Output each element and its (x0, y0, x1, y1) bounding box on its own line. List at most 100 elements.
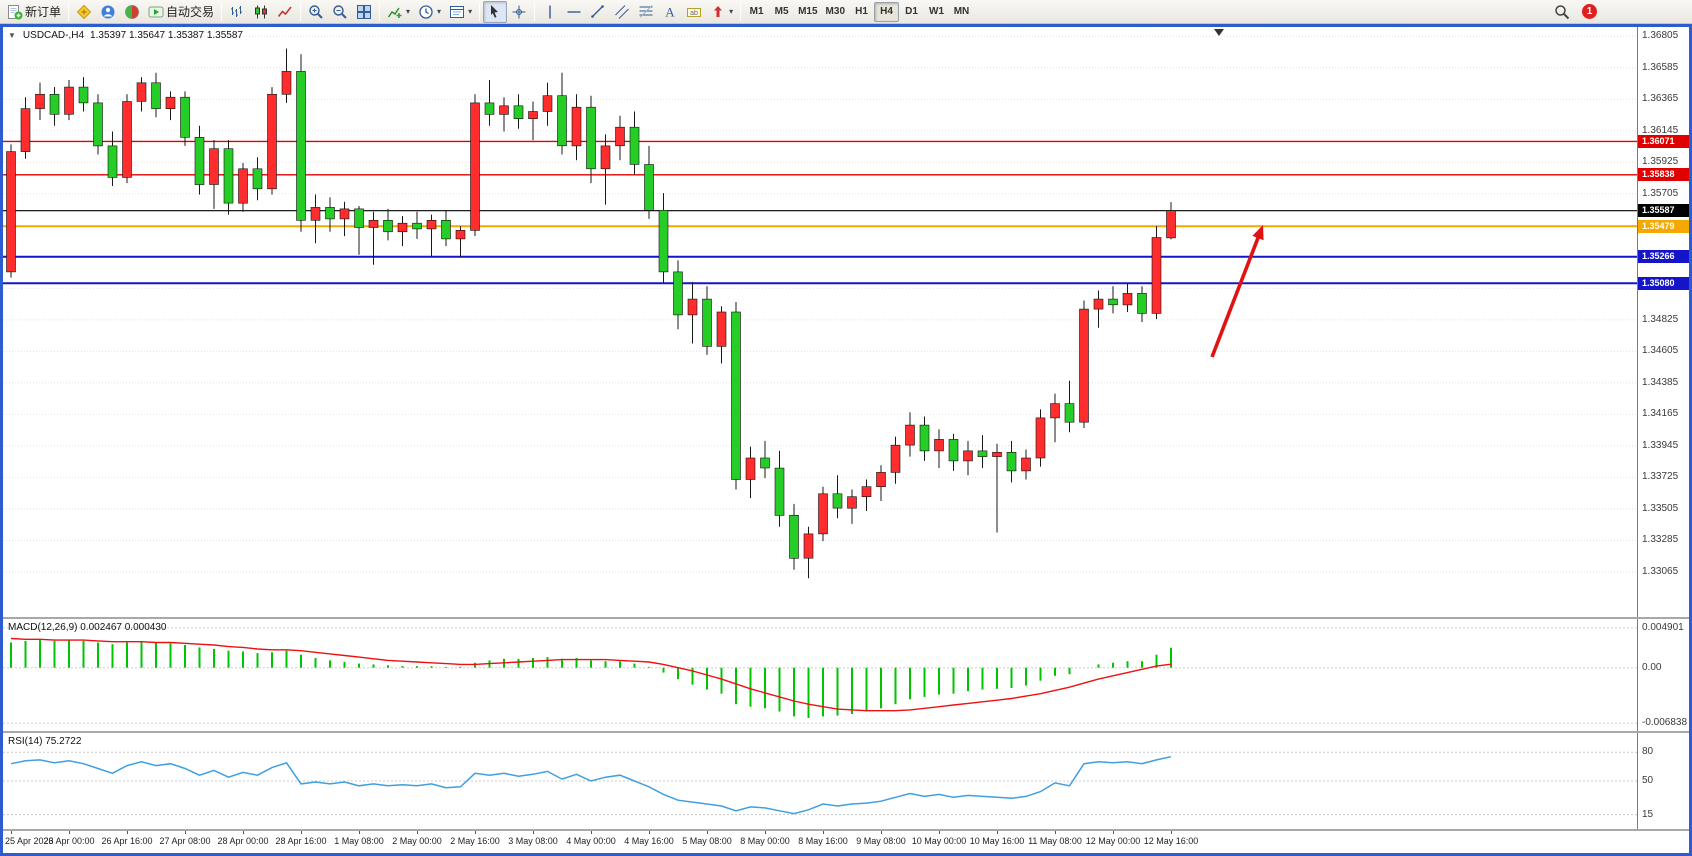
price-tick-label: 1.36145 (1642, 124, 1679, 136)
time-label: 4 May 16:00 (624, 836, 674, 846)
candle (1151, 237, 1162, 314)
zoom-out-button[interactable] (328, 1, 352, 23)
price-tick-label: 1.33505 (1642, 502, 1679, 514)
trendline-button[interactable] (586, 1, 610, 23)
candle (774, 467, 785, 516)
chart-symbol-period: USDCAD-,H4 (22, 30, 85, 41)
time-tick (823, 831, 824, 834)
timeframe-h4[interactable]: H4 (874, 1, 899, 22)
candle (339, 208, 350, 220)
price-tick-label: 1.36585 (1642, 61, 1679, 73)
cursor-icon (487, 4, 503, 20)
candle (122, 101, 132, 178)
macd-plot[interactable] (3, 619, 1637, 731)
timeframe-d1[interactable]: D1 (899, 2, 924, 22)
market-watch-button[interactable] (120, 1, 144, 23)
vertical-line-button[interactable] (538, 1, 562, 23)
timeframe-m30[interactable]: M30 (822, 2, 849, 22)
time-tick (591, 831, 592, 834)
panel-splitter[interactable] (3, 829, 1689, 831)
macd-axis[interactable]: 0.004901 0.00 -0.006838 (1637, 619, 1689, 731)
candle (818, 493, 828, 535)
time-tick (1055, 831, 1056, 834)
time-label: 1 May 08:00 (334, 836, 384, 846)
candle (760, 457, 770, 469)
price-tick-label: 1.34605 (1642, 345, 1679, 357)
metaeditor-button[interactable] (72, 1, 96, 23)
candle (905, 424, 915, 446)
price-tick-label: 1.34385 (1642, 376, 1679, 388)
templates-button[interactable]: ▾ (445, 1, 476, 23)
time-axis[interactable]: 25 Apr 2023 26 Apr 00:00 26 Apr 16:00 27 Ap… (3, 831, 1689, 853)
time-tick (417, 831, 418, 834)
candle (223, 148, 234, 204)
toolbar-separator (479, 2, 481, 21)
text-button[interactable]: A (658, 1, 682, 23)
arrows-button[interactable]: ▾ (706, 1, 737, 23)
search-icon[interactable] (1554, 4, 1570, 20)
candle (1064, 403, 1075, 423)
one-click-trading-toggle[interactable]: ▼ (8, 31, 16, 40)
fibonacci-icon (638, 4, 654, 20)
cursor-button[interactable] (483, 0, 508, 23)
rsi-axis[interactable]: 80 50 15 (1637, 733, 1689, 829)
tile-windows-icon (356, 4, 372, 20)
time-label: 2 May 16:00 (450, 836, 500, 846)
macd-tick-label: 0.004901 (1642, 621, 1684, 633)
periods-button[interactable]: ▾ (414, 1, 445, 23)
bars-icon (229, 4, 245, 20)
time-tick (707, 831, 708, 834)
timeframe-w1[interactable]: W1 (924, 2, 949, 22)
notification-badge[interactable]: 1 (1582, 4, 1597, 19)
panel-splitter[interactable] (3, 731, 1689, 733)
time-tick (939, 831, 940, 834)
toolbar-right: 1 (1554, 4, 1597, 20)
horizontal-line-button[interactable] (562, 1, 586, 23)
current-price-line-price-flag: 1.35587 (1638, 204, 1689, 218)
toolbar-separator (379, 2, 381, 21)
timeframe-m5[interactable]: M5 (769, 2, 794, 22)
candle (165, 96, 176, 109)
dropdown-arrow-icon: ▾ (437, 7, 442, 16)
timeframe-mn[interactable]: MN (949, 2, 974, 22)
price-axis[interactable]: 1.36805 1.36585 1.36365 1.36145 1.35925 1.357… (1637, 27, 1689, 617)
new-order-button[interactable]: 新订单 (3, 1, 65, 23)
timeframe-m1[interactable]: M1 (744, 2, 769, 22)
rsi-plot[interactable] (3, 733, 1637, 829)
time-label: 5 May 08:00 (682, 836, 732, 846)
tile-windows-button[interactable] (352, 1, 376, 23)
price-tick-label: 1.34825 (1642, 313, 1679, 325)
rsi-indicator-label: RSI(14) 75.2722 (8, 736, 82, 747)
time-label: 28 Apr 16:00 (275, 836, 327, 846)
arrow-annotation[interactable] (1210, 233, 1262, 358)
community-button[interactable] (96, 1, 120, 23)
candle (6, 151, 16, 273)
candlestick-chart-button[interactable] (249, 1, 273, 23)
autotrading-button[interactable]: 自动交易 (144, 1, 218, 23)
candle (426, 220, 437, 230)
bar-chart-button[interactable] (225, 1, 249, 23)
crosshair-icon (511, 4, 527, 20)
panel-splitter[interactable] (3, 617, 1689, 619)
grid-layer (3, 35, 1637, 573)
timeframe-m15[interactable]: M15 (794, 2, 821, 22)
timeframe-h1[interactable]: H1 (849, 2, 874, 22)
indicators-button[interactable]: ▾ (383, 1, 414, 23)
candle (368, 220, 379, 228)
candle (484, 102, 495, 115)
line-chart-button[interactable] (273, 1, 297, 23)
time-tick (69, 831, 70, 834)
chart-shift-marker[interactable] (1214, 29, 1224, 36)
price-chart-plot[interactable] (3, 27, 1637, 617)
candle (687, 298, 698, 316)
fibonacci-button[interactable] (634, 1, 658, 23)
autotrading-icon (148, 4, 164, 20)
candle (571, 106, 582, 147)
new-order-icon (7, 4, 23, 20)
zoom-in-button[interactable] (304, 1, 328, 23)
timeframe-toolbar: M1 M5 M15 M30 H1 H4 D1 W1 MN (744, 1, 974, 22)
label-button[interactable]: ab (682, 1, 706, 23)
crosshair-button[interactable] (507, 1, 531, 23)
channel-button[interactable] (610, 1, 634, 23)
candle (35, 94, 45, 109)
